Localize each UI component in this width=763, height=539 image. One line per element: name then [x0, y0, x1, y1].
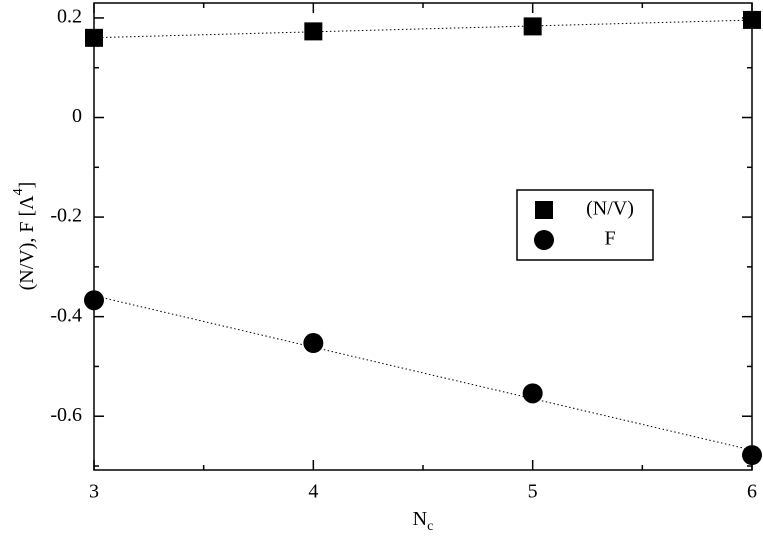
y-tick-label: 0.2 [57, 6, 82, 28]
y-tick-label: -0.6 [50, 404, 82, 426]
x-tick-label: 3 [89, 481, 99, 503]
point [742, 445, 762, 466]
x-label-main: N [413, 508, 427, 530]
x-tick-label: 5 [528, 481, 538, 503]
legend-label: F [604, 228, 615, 250]
x-tick-label: 6 [747, 481, 757, 503]
point [743, 10, 761, 29]
x-label-sub: c [427, 519, 433, 534]
point [303, 333, 324, 354]
legend-marker [535, 201, 553, 219]
legend-marker [534, 230, 554, 250]
fit-line [93, 19, 753, 39]
y-tick-label: -0.4 [50, 304, 82, 326]
point [523, 17, 542, 36]
y-axis-label: (N/V), F [Λ4] [11, 182, 37, 291]
y-tick-label: -0.2 [50, 205, 82, 227]
y-tick-label: 0 [72, 105, 82, 127]
point [304, 22, 323, 41]
y-label-main: (N/V), F [Λ [16, 195, 38, 291]
legend-label: (N/V) [586, 198, 634, 220]
point [522, 383, 543, 404]
point [84, 290, 104, 311]
x-axis-label: Nc [413, 508, 434, 535]
y-label-sup: 4 [11, 188, 26, 195]
point [85, 28, 103, 47]
x-tick-label: 4 [308, 481, 318, 503]
y-label-end: ] [16, 182, 38, 189]
fit-line [93, 295, 753, 451]
